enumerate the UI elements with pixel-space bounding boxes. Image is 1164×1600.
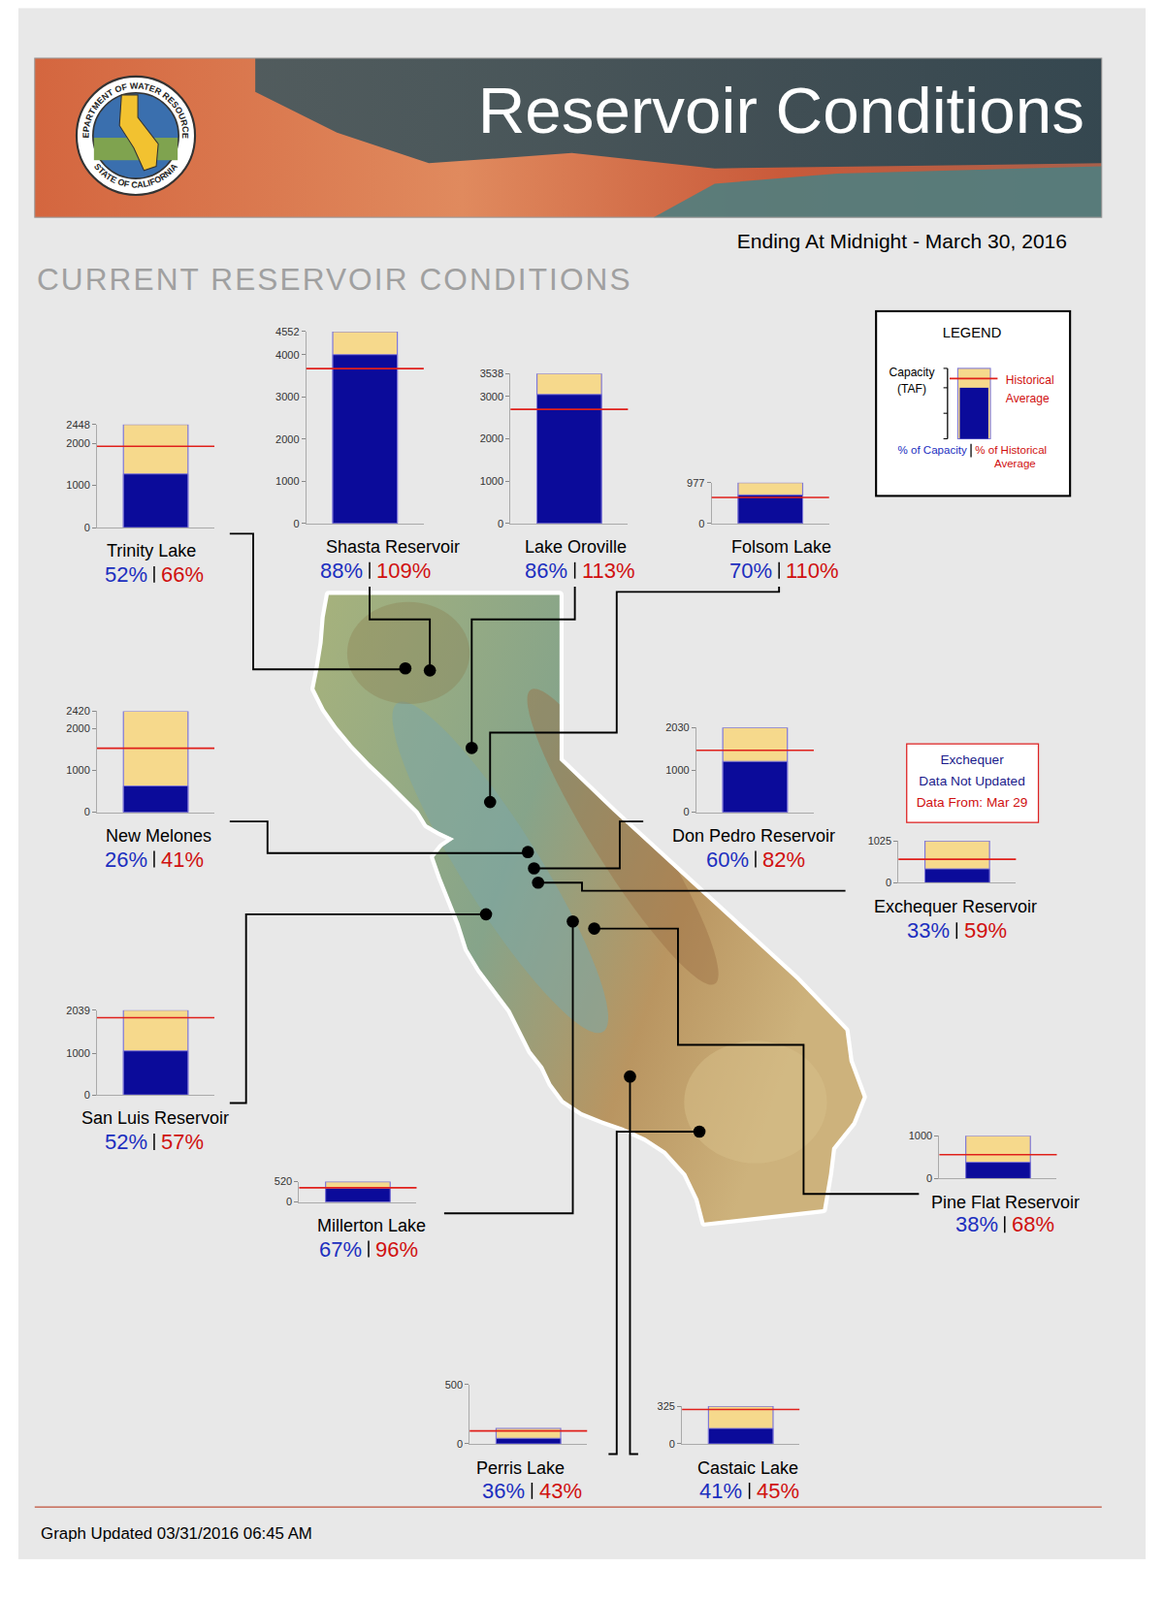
svg-text:0: 0 [84,806,91,818]
svg-text:Reservoir Conditions: Reservoir Conditions [478,73,1085,147]
svg-text:43%: 43% [539,1479,582,1504]
svg-text:New Melones: New Melones [105,826,212,846]
svg-text:2000: 2000 [65,722,90,735]
svg-text:66%: 66% [161,562,204,587]
svg-text:2448: 2448 [65,419,90,431]
svg-text:LEGEND: LEGEND [942,324,1003,341]
svg-text:57%: 57% [161,1130,204,1155]
svg-text:2420: 2420 [65,705,90,717]
svg-text:52%: 52% [104,562,148,587]
svg-text:110%: 110% [785,558,840,583]
svg-text:Average: Average [994,457,1036,470]
svg-text:68%: 68% [1011,1212,1055,1237]
svg-text:67%: 67% [319,1237,362,1262]
svg-text:41%: 41% [161,847,204,873]
svg-text:0: 0 [926,1172,933,1185]
svg-text:2000: 2000 [65,437,90,450]
svg-text:60%: 60% [706,847,749,873]
svg-text:977: 977 [686,477,705,489]
svg-text:Don Pedro Reservoir: Don Pedro Reservoir [672,826,836,846]
svg-text:1000: 1000 [480,475,504,487]
svg-text:109%: 109% [376,558,431,583]
svg-text:(TAF): (TAF) [897,382,927,396]
svg-text:DEPARTMENT OF WATER RESOURCES: DEPARTMENT OF WATER RESOURCES [0,0,191,139]
svg-text:Ending At Midnight - March 30,: Ending At Midnight - March 30, 2016 [737,229,1067,253]
svg-text:1000: 1000 [65,1047,90,1060]
svg-text:STATE OF CALIFORNIA: STATE OF CALIFORNIA [92,161,180,191]
svg-text:Capacity: Capacity [888,365,936,380]
svg-text:86%: 86% [524,558,568,583]
svg-text:2039: 2039 [65,1004,90,1017]
svg-text:Exchequer: Exchequer [939,752,1004,768]
svg-text:2000: 2000 [480,432,504,445]
svg-text:1025: 1025 [868,835,892,847]
svg-text:Lake Oroville: Lake Oroville [524,537,627,557]
svg-text:Pine Flat Reservoir: Pine Flat Reservoir [931,1193,1080,1213]
svg-text:0: 0 [286,1196,292,1208]
svg-text:1000: 1000 [665,764,689,776]
svg-text:36%: 36% [482,1479,525,1504]
svg-text:4552: 4552 [275,325,299,338]
svg-text:0: 0 [84,1089,91,1101]
svg-text:3538: 3538 [480,367,504,380]
svg-text:41%: 41% [699,1479,743,1504]
svg-text:Graph Updated 03/31/2016 06:45: Graph Updated 03/31/2016 06:45 AM [40,1524,313,1544]
svg-text:45%: 45% [756,1479,800,1504]
svg-text:0: 0 [84,521,91,534]
svg-text:325: 325 [657,1400,676,1413]
svg-text:0: 0 [683,806,690,818]
svg-text:33%: 33% [906,918,950,943]
svg-text:96%: 96% [375,1237,419,1262]
svg-text:1000: 1000 [65,479,90,491]
svg-text:Castaic Lake: Castaic Lake [697,1458,799,1479]
svg-text:Exchequer Reservoir: Exchequer Reservoir [873,897,1037,917]
svg-text:59%: 59% [964,918,1007,943]
svg-text:Data Not Updated: Data Not Updated [918,774,1025,789]
svg-text:Historical: Historical [1005,373,1055,388]
svg-text:88%: 88% [320,558,363,583]
svg-text:2000: 2000 [275,433,299,446]
svg-text:Millerton Lake: Millerton Lake [317,1216,426,1236]
svg-text:500: 500 [445,1379,463,1391]
svg-text:Shasta Reservoir: Shasta Reservoir [325,537,460,557]
svg-text:0: 0 [497,517,504,530]
svg-text:CURRENT RESERVOIR CONDITIONS: CURRENT RESERVOIR CONDITIONS [36,261,633,297]
svg-text:0: 0 [885,876,892,889]
svg-text:San Luis Reservoir: San Luis Reservoir [81,1108,229,1129]
svg-text:3000: 3000 [275,390,299,403]
svg-text:0: 0 [669,1438,676,1451]
svg-text:52%: 52% [104,1130,148,1155]
svg-text:82%: 82% [762,847,806,873]
svg-text:1000: 1000 [65,764,90,776]
svg-text:520: 520 [274,1175,292,1188]
svg-text:Data From: Mar 29: Data From: Mar 29 [916,795,1029,810]
svg-text:Folsom Lake: Folsom Lake [731,537,832,557]
svg-text:0: 0 [456,1438,463,1451]
svg-text:0: 0 [292,517,299,530]
svg-text:113%: 113% [582,558,636,583]
svg-text:Average: Average [1005,391,1050,406]
svg-text:2030: 2030 [665,721,689,734]
svg-text:38%: 38% [955,1212,999,1237]
svg-text:4000: 4000 [275,349,299,361]
svg-text:70%: 70% [729,558,773,583]
svg-text:% of Historical: % of Historical [974,444,1047,456]
svg-text:Trinity Lake: Trinity Lake [106,541,196,561]
svg-text:3000: 3000 [480,390,504,403]
svg-text:% of Capacity: % of Capacity [897,444,968,456]
svg-text:Perris Lake: Perris Lake [476,1458,565,1479]
svg-text:0: 0 [698,517,705,530]
svg-text:26%: 26% [104,847,148,873]
svg-text:1000: 1000 [275,475,299,487]
svg-text:1000: 1000 [908,1130,933,1142]
